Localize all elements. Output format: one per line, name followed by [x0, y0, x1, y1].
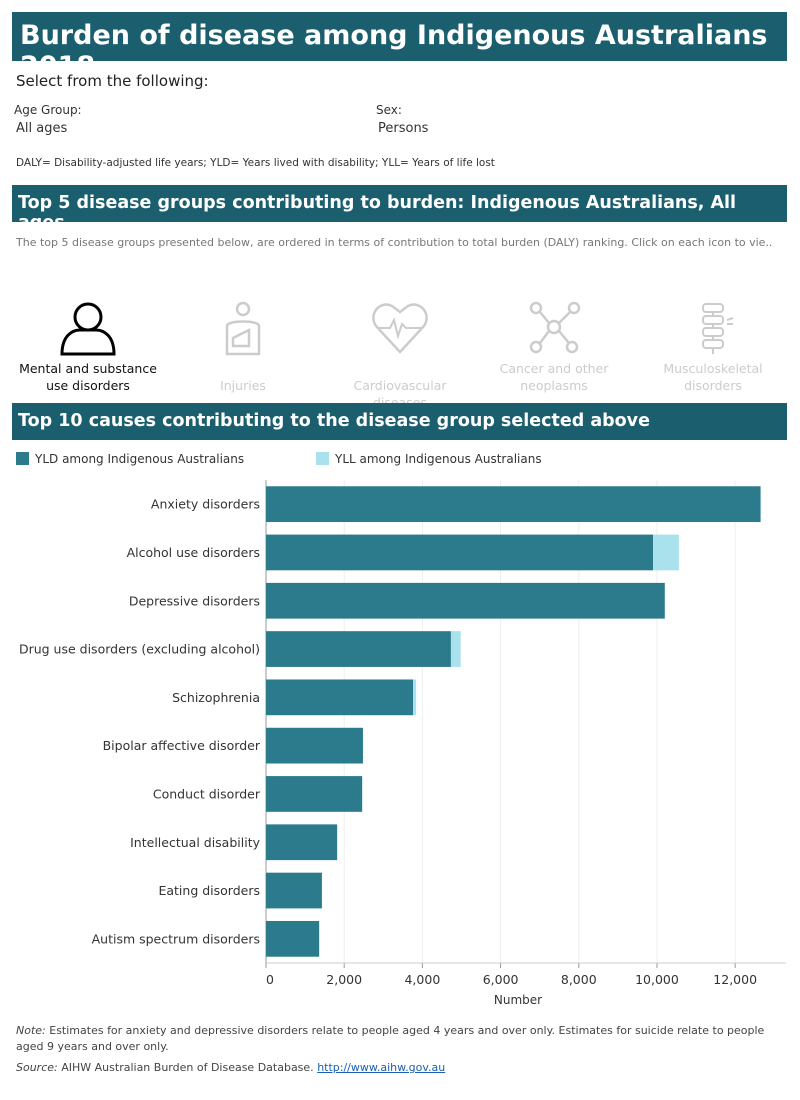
y-tick-label: Conduct disorder [153, 786, 261, 801]
legend-swatch [16, 452, 29, 465]
legend-label: YLL among Indigenous Australians [334, 452, 542, 466]
bar [266, 776, 363, 812]
bar [266, 679, 414, 716]
x-tick-label: 4,000 [404, 972, 440, 987]
icon [702, 303, 734, 354]
icon [372, 303, 428, 354]
icon [60, 302, 116, 356]
section-title: Top 10 causes contributing to the diseas… [12, 403, 787, 440]
x-tick-label: 12,000 [713, 972, 757, 987]
group-button[interactable]: Cancer and other neoplasms [484, 300, 624, 394]
group-label: Musculoskeletal disorders [663, 361, 763, 393]
icon [529, 301, 581, 354]
group-button[interactable]: Cardiovascular diseases [330, 300, 470, 411]
note: Note: Estimates for anxiety and depressi… [16, 1023, 786, 1055]
section-title: Top 5 disease groups contributing to bur… [12, 185, 787, 233]
filter-prompt: Select from the following: [16, 72, 209, 90]
group-button[interactable]: Mental and substance use disorders [18, 300, 158, 394]
section-description: The top 5 disease groups presented below… [16, 236, 773, 249]
y-tick-label: Drug use disorders (excluding alcohol) [19, 642, 260, 657]
group-label: Cancer and other neoplasms [499, 361, 609, 393]
filter-dropdown[interactable]: All ages [16, 121, 68, 136]
group-label: Mental and substance use disorders [19, 361, 157, 393]
note-text: Estimates for anxiety and depressive dis… [16, 1024, 765, 1053]
x-tick-label: 6,000 [483, 972, 519, 987]
x-tick-label: 2,000 [326, 972, 362, 987]
group-button[interactable]: Injuries [173, 300, 313, 394]
bar [450, 631, 461, 667]
y-tick-label: Alcohol use disorders [127, 545, 260, 560]
x-tick-label: 8,000 [561, 972, 597, 987]
legend-label: YLD among Indigenous Australians [34, 452, 244, 466]
y-tick-label: Autism spectrum disorders [92, 931, 260, 946]
bar [653, 534, 679, 571]
bar [266, 920, 320, 957]
x-axis-title: Number [494, 993, 542, 1007]
bar [266, 824, 338, 861]
bar [266, 582, 665, 619]
source: Source: AIHW Australian Burden of Diseas… [16, 1060, 445, 1076]
bar [266, 534, 654, 571]
y-tick-label: Intellectual disability [130, 835, 260, 850]
y-tick-label: Schizophrenia [172, 690, 260, 705]
abbreviations: DALY= Disability-adjusted life years; YL… [16, 157, 495, 169]
y-tick-label: Anxiety disorders [151, 497, 260, 512]
group-label: Injuries [220, 378, 266, 393]
chart: Number YLD among Indigenous Australians Y… [16, 452, 786, 1007]
bar [266, 486, 761, 523]
bar [266, 631, 451, 667]
note-label: Note: [16, 1024, 46, 1037]
bar [413, 679, 417, 716]
y-tick-label: Eating disorders [158, 883, 260, 898]
y-tick-label: Bipolar affective disorder [103, 738, 261, 753]
source-link[interactable]: http://www.aihw.gov.au [317, 1061, 446, 1074]
bar [266, 727, 363, 764]
icon [225, 301, 261, 356]
filter-label: Age Group: [14, 103, 82, 117]
bar [266, 872, 322, 909]
source-text: AIHW Australian Burden of Disease Databa… [61, 1061, 314, 1074]
source-label: Source: [16, 1061, 58, 1074]
filter-label: Sex: [376, 103, 402, 117]
x-tick-label: 0 [266, 972, 274, 987]
x-tick-label: 10,000 [635, 972, 679, 987]
group-button[interactable]: Musculoskeletal disorders [643, 300, 783, 394]
page-title: Burden of disease among Indigenous Austr… [12, 12, 787, 82]
filter-dropdown[interactable]: Persons [378, 121, 429, 136]
legend-swatch [316, 452, 329, 465]
y-tick-label: Depressive disorders [129, 593, 260, 608]
